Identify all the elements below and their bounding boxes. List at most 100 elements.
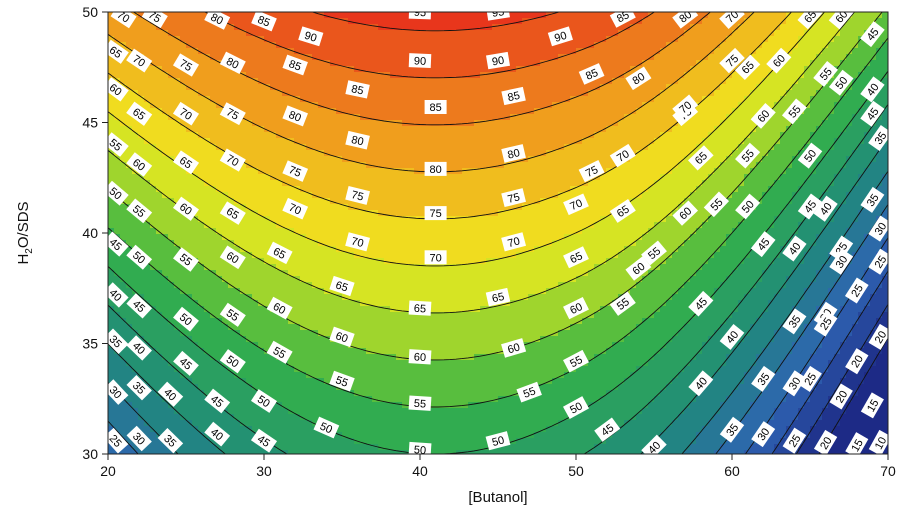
contour-label: 35	[868, 124, 888, 152]
contour-label-text: 15	[865, 398, 882, 415]
contour-label-box	[868, 248, 888, 275]
color-field	[108, 12, 888, 454]
contour-label-box	[345, 185, 370, 205]
contour-label: 70	[345, 232, 371, 252]
y-axis-label: H2O/SDS	[15, 201, 35, 264]
contour-label-box	[141, 12, 168, 29]
contour-label: 65	[408, 300, 432, 316]
contour-label-text: 70	[350, 235, 365, 250]
contour-label-text: 60	[506, 341, 521, 356]
contour-label: 85	[424, 100, 447, 114]
contour-label-text: 75	[429, 208, 441, 220]
contour-label-text: 70	[287, 202, 303, 218]
contour-label-text: 50	[255, 393, 272, 410]
contour-label-box	[424, 250, 447, 265]
contour-label-box	[703, 191, 730, 218]
contour-label-box	[672, 94, 699, 120]
contour-label-text: 60	[271, 301, 287, 317]
y-tick-label: 40	[82, 225, 98, 241]
contour-label-text: 15	[849, 437, 865, 454]
contour-label-box	[126, 335, 152, 361]
contour-label-box	[173, 350, 199, 376]
contour-label-box	[250, 389, 278, 413]
contour-label-box	[345, 130, 370, 150]
contour-label-box	[829, 383, 853, 410]
contour-label-box	[672, 12, 699, 29]
x-axis: 20 30 40 50 60 70	[100, 454, 896, 479]
contour-label-box	[563, 349, 589, 373]
contour-label-text: 60	[130, 157, 147, 174]
contour-label-box	[813, 310, 838, 337]
contour-label-text: 65	[568, 250, 584, 266]
contour-label-text: 75	[506, 191, 521, 206]
contour-label-box	[625, 256, 652, 281]
contour-label-text: 35	[787, 314, 804, 331]
contour-label: 75	[219, 102, 246, 126]
contour-label-box	[408, 300, 432, 316]
contour-label-box	[126, 152, 153, 177]
contour-label-text: 60	[413, 351, 426, 364]
contour-label: 75	[345, 185, 370, 205]
contour-label: 85	[501, 86, 526, 106]
contour-label-text: 25	[787, 433, 804, 450]
x-tick-label: 70	[880, 463, 896, 479]
contour-label-box	[219, 148, 246, 172]
contour-label-text: 50	[833, 75, 850, 92]
contour-label-box	[868, 215, 888, 242]
contour-label-text: 90	[414, 55, 427, 68]
y-tick-label: 35	[82, 336, 98, 352]
contour-label-text: 20	[818, 435, 835, 452]
contour-label-box	[204, 12, 231, 30]
contour-label: 30	[751, 421, 776, 448]
contour-label: 45	[594, 417, 621, 442]
contour-label-text: 30	[756, 426, 773, 443]
contour-label: 80	[204, 12, 231, 30]
contour-label: 90	[486, 51, 510, 70]
contour-label-box	[609, 12, 636, 28]
contour-label-text: 65	[413, 303, 426, 316]
contour-label: 50	[562, 396, 590, 420]
contour-label-text: 65	[130, 106, 147, 123]
contour-label-box	[424, 100, 447, 114]
contour-label: 50	[108, 180, 129, 206]
contour-label-text: 85	[429, 102, 441, 114]
contour-label-box	[609, 291, 636, 316]
contour-line-20	[771, 270, 888, 454]
contour-label-text: 80	[350, 134, 365, 148]
contour-label-box	[782, 427, 807, 454]
contour-label-box	[751, 365, 776, 392]
contour-label-text: 45	[755, 236, 772, 253]
contour-label-text: 65	[224, 206, 241, 223]
contour-label-box	[578, 159, 605, 183]
contour-label: 60	[408, 349, 432, 365]
contour-label: 65	[485, 287, 511, 307]
contour-label-text: 60	[334, 330, 350, 345]
contour-label: 70	[172, 101, 200, 126]
contour-label: 65	[172, 150, 200, 175]
contour-label: 60	[563, 296, 589, 320]
contour-label-box	[126, 244, 153, 270]
contour-label: 85	[251, 12, 277, 32]
contour-label-box	[782, 370, 807, 397]
contour-label-box	[157, 381, 184, 407]
contour-label-box	[219, 201, 246, 225]
contour-label-box	[486, 51, 510, 70]
contour-label-box	[641, 240, 667, 266]
contour-label-text: 45	[599, 422, 616, 439]
contour-label-box	[298, 26, 324, 47]
contour-label-box	[485, 431, 511, 451]
contour-label-text: 50	[568, 400, 585, 416]
contour-label-box	[250, 428, 278, 453]
contour-label-text: 65	[334, 279, 349, 294]
contour-label: 85	[578, 63, 605, 85]
contour-label-box	[845, 432, 869, 454]
contour-label-box	[719, 416, 745, 443]
contour-label-box	[813, 60, 838, 87]
contour-label-text: 40	[724, 329, 741, 346]
contour-label-box	[594, 417, 621, 442]
contour-label-text: 50	[413, 444, 426, 457]
contour-line-80	[108, 12, 755, 173]
contour-label-box	[829, 248, 854, 275]
